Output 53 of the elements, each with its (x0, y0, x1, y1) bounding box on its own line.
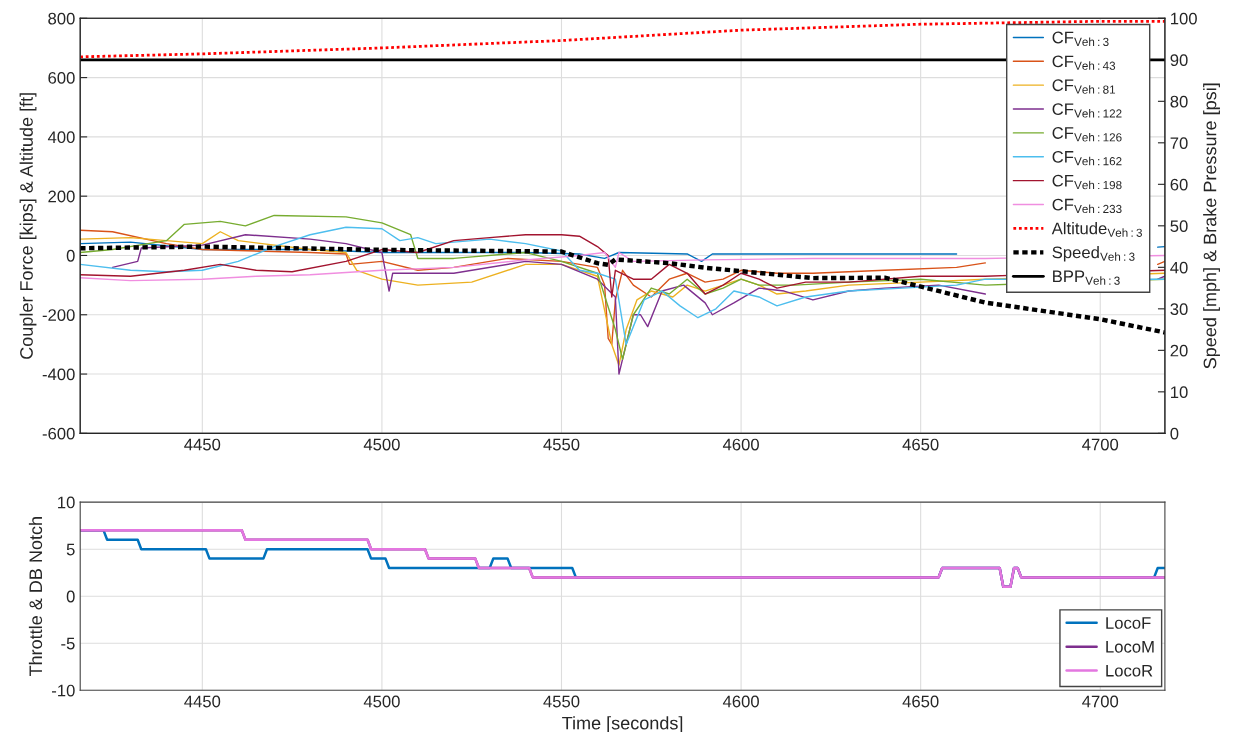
legend-label: CF$_{Veh:43}$ (1052, 55, 1116, 70)
x-tick-label: 4500 (363, 695, 400, 708)
legend-label: CF$_{Veh:126}$ (1052, 127, 1122, 142)
y2-tick-label: 80 (1170, 95, 1188, 108)
x-tick-label: 4650 (902, 695, 939, 708)
y-tick-label: 200 (48, 190, 75, 203)
legend-label: CF$_{Veh:198}$ (1052, 174, 1122, 190)
legend-label: CF$_{Veh:122}$ (1052, 103, 1122, 118)
x-tick-label: 4600 (722, 695, 759, 708)
y-tick-label: -200 (42, 309, 75, 321)
y2-tick-label: 70 (1170, 137, 1188, 150)
legend-label: LocoF (1106, 617, 1151, 629)
y-tick-label: 0 (66, 249, 75, 262)
y-axis-title: Coupler Force [kips] & Altitude [ft] (19, 93, 37, 359)
y2-tick-label: 0 (1170, 427, 1179, 440)
legend-label: BPP$_{Veh:3}$ (1053, 270, 1120, 285)
y-tick-label: -600 (42, 427, 75, 440)
y-tick-label: 0 (66, 590, 75, 603)
y-tick-label: 800 (48, 12, 75, 25)
x-tick-label: 4700 (1082, 438, 1119, 451)
y2-tick-label: 30 (1170, 303, 1188, 316)
y-tick-label: 10 (58, 496, 75, 509)
legend-label: CF$_{Veh:3}$ (1052, 31, 1109, 46)
y2-tick-label: 90 (1170, 54, 1188, 67)
legend-label: LocoR (1106, 664, 1153, 677)
legend-label: Altitude$_{Veh:3}$ (1051, 222, 1142, 237)
legend-label: LocoM (1106, 641, 1154, 653)
y-tick-label: 400 (47, 131, 75, 144)
legend-label: CF$_{Veh:81}$ (1052, 79, 1116, 94)
y2-tick-label: 10 (1171, 386, 1188, 399)
x-tick-label: 4650 (902, 438, 939, 451)
x-tick-label: 4550 (543, 695, 580, 708)
x-tick-label: 4700 (1082, 695, 1119, 708)
x-tick-label: 4550 (543, 438, 580, 451)
y-axis-title: Throttle & DB Notch (28, 517, 43, 677)
y2-tick-label: 40 (1170, 261, 1188, 274)
legend-label: CF$_{Veh:162}$ (1052, 150, 1122, 166)
y2-axis-title: Speed [mph] & Brake Pressure [psi] (1203, 83, 1220, 369)
y2-tick-label: 50 (1170, 220, 1188, 233)
x-tick-label: 4500 (363, 438, 400, 451)
y-tick-label: -5 (61, 637, 75, 650)
y-tick-label: -400 (42, 368, 75, 381)
x-tick-label: 4450 (184, 695, 221, 708)
y2-tick-label: 100 (1171, 12, 1197, 25)
x-tick-label: 4450 (184, 438, 221, 451)
y-tick-label: -10 (52, 684, 75, 697)
y-tick-label: 600 (48, 71, 75, 84)
y-tick-label: 5 (66, 543, 75, 556)
legend-label: CF$_{Veh:233}$ (1052, 198, 1122, 214)
legend-label: Speed$_{Veh:3}$ (1052, 246, 1135, 262)
y2-tick-label: 60 (1170, 178, 1188, 191)
y2-tick-label: 20 (1170, 344, 1188, 357)
x-tick-label: 4600 (722, 438, 759, 451)
